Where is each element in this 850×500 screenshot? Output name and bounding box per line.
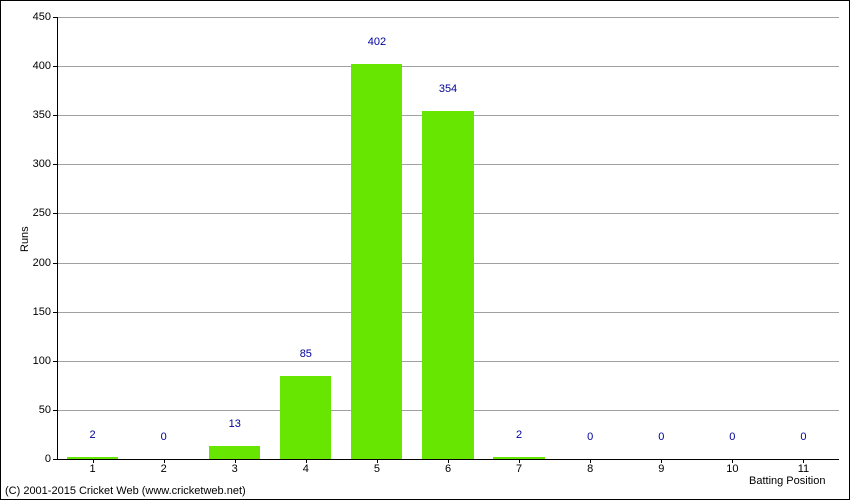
gridline xyxy=(57,66,839,67)
bar-value-label: 354 xyxy=(439,83,457,97)
x-tick-mark xyxy=(661,459,662,463)
plot-area: 0501001502002503003504004502102133854402… xyxy=(57,17,839,459)
bar-value-label: 0 xyxy=(800,431,806,445)
y-axis-title: Runs xyxy=(19,226,31,252)
bar-value-label: 0 xyxy=(587,431,593,445)
x-tick-mark xyxy=(448,459,449,463)
x-tick-mark xyxy=(377,459,378,463)
gridline xyxy=(57,17,839,18)
bar-value-label: 0 xyxy=(161,431,167,445)
bar-value-label: 0 xyxy=(729,431,735,445)
bar xyxy=(280,376,331,459)
bar-value-label: 2 xyxy=(89,429,95,443)
chart-container: 0501001502002503003504004502102133854402… xyxy=(0,0,850,500)
bar xyxy=(351,64,402,459)
bar-value-label: 0 xyxy=(658,431,664,445)
bar xyxy=(209,446,260,459)
x-tick-mark xyxy=(732,459,733,463)
x-axis-title: Batting Position xyxy=(749,475,825,487)
bar-value-label: 402 xyxy=(368,36,386,50)
x-tick-mark xyxy=(235,459,236,463)
x-tick-mark xyxy=(519,459,520,463)
bar-value-label: 2 xyxy=(516,429,522,443)
y-axis-line xyxy=(57,17,58,459)
x-tick-mark xyxy=(306,459,307,463)
x-tick-mark xyxy=(803,459,804,463)
bar-value-label: 13 xyxy=(229,418,241,432)
x-tick-mark xyxy=(164,459,165,463)
bar-value-label: 85 xyxy=(300,348,312,362)
copyright-text: (C) 2001-2015 Cricket Web (www.cricketwe… xyxy=(5,485,246,497)
x-tick-mark xyxy=(590,459,591,463)
x-tick-mark xyxy=(93,459,94,463)
bar xyxy=(422,111,473,459)
